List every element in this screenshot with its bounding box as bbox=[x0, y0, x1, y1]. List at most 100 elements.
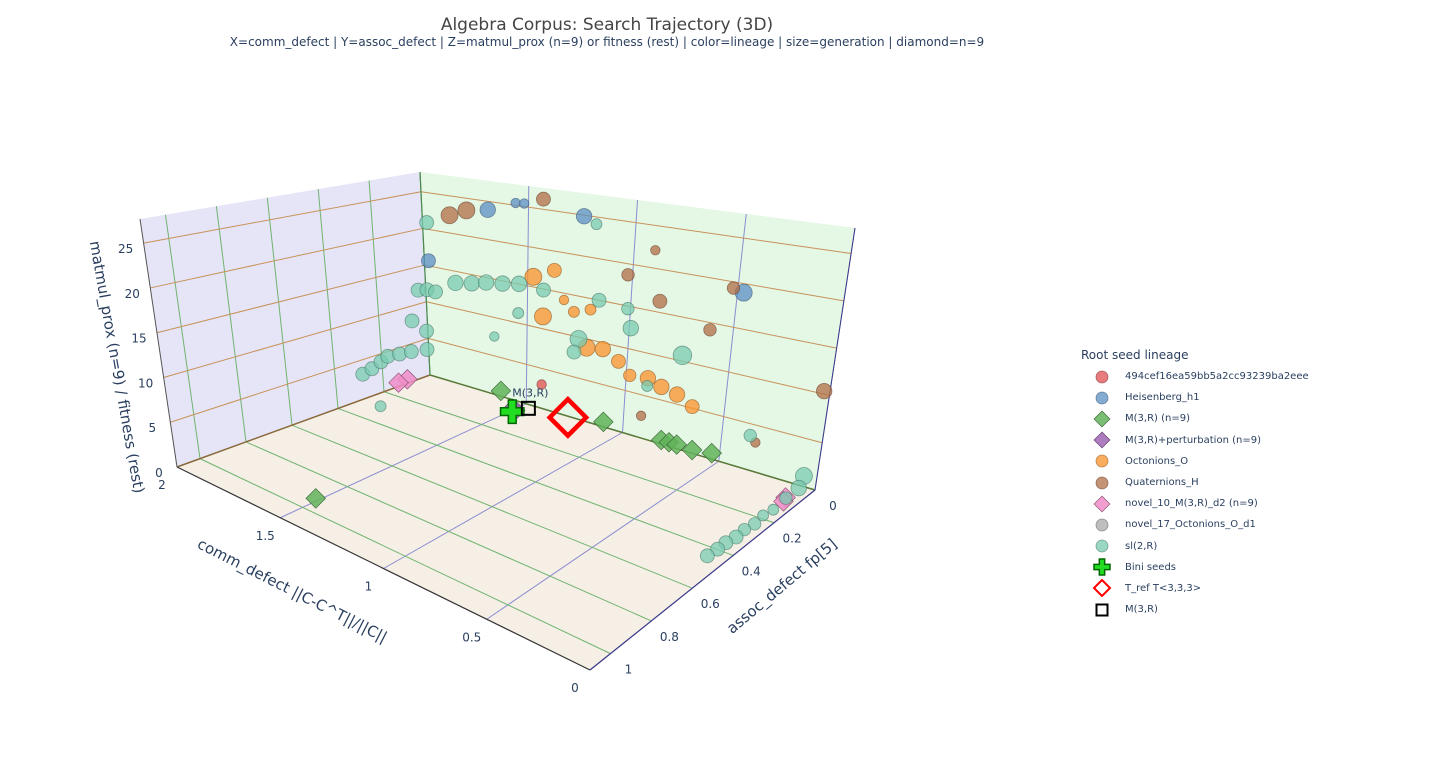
series-sl-2-r- bbox=[355, 215, 813, 564]
scatter3d-plot[interactable]: 00.511.5200.20.40.60.810510152025comm_de… bbox=[0, 0, 1060, 767]
z-gridline bbox=[156, 264, 425, 334]
data-point bbox=[591, 292, 607, 308]
y-axis-line bbox=[589, 489, 816, 671]
legend-item[interactable]: Bini seeds bbox=[1081, 557, 1309, 578]
data-point bbox=[534, 307, 552, 326]
x-gridline bbox=[383, 432, 623, 569]
data-point bbox=[622, 320, 639, 337]
legend-label: M(3,R) bbox=[1125, 604, 1158, 616]
data-point bbox=[566, 344, 582, 360]
data-point bbox=[499, 399, 525, 425]
series-494cef16ea59bb5a2cc93239ba2eee bbox=[536, 379, 547, 390]
z-gridline bbox=[426, 301, 830, 396]
data-point bbox=[779, 491, 793, 505]
data-point bbox=[681, 439, 703, 461]
data-point bbox=[428, 284, 443, 300]
data-point bbox=[757, 509, 769, 522]
series-quaternions-h bbox=[440, 191, 833, 448]
data-point bbox=[623, 368, 637, 383]
diamond-marker-icon bbox=[1093, 410, 1111, 428]
z-gridline bbox=[150, 227, 423, 289]
z-tick-label: 20 bbox=[125, 287, 140, 301]
legend-label: novel_10_M(3,R)_d2 (n=9) bbox=[1125, 498, 1258, 510]
series-octonions-o bbox=[524, 262, 700, 415]
x-gridline bbox=[718, 213, 747, 462]
data-point bbox=[584, 303, 597, 316]
right-edge bbox=[814, 227, 856, 491]
circle-marker-icon bbox=[1095, 454, 1109, 468]
data-point bbox=[790, 479, 807, 497]
data-point bbox=[536, 282, 551, 298]
y-gridline bbox=[383, 391, 775, 524]
chart-subtitle: X=comm_defect | Y=assoc_defect | Z=matmu… bbox=[229, 35, 985, 49]
data-point bbox=[524, 267, 543, 286]
data-point bbox=[726, 281, 741, 295]
data-point bbox=[419, 215, 435, 230]
z-gridline bbox=[422, 227, 844, 302]
data-point bbox=[594, 340, 611, 358]
z-axis-title: matmul_prox (n=9) / fitness (rest) bbox=[85, 239, 148, 494]
y-gridline bbox=[199, 458, 611, 655]
data-point bbox=[403, 344, 419, 359]
legend-label: novel_17_Octonions_O_d1 bbox=[1125, 519, 1256, 531]
legend-item[interactable]: sl(2,R) bbox=[1081, 536, 1309, 557]
x-axis-line bbox=[176, 466, 591, 671]
z-gridline bbox=[143, 191, 422, 244]
data-point bbox=[520, 400, 536, 416]
legend-marker bbox=[1093, 495, 1111, 513]
data-point bbox=[699, 548, 715, 564]
data-point bbox=[621, 268, 635, 282]
legend-item[interactable]: M(3,R) (n=9) bbox=[1081, 408, 1309, 429]
data-point bbox=[374, 400, 387, 413]
legend-item[interactable]: M(3,R) bbox=[1081, 599, 1309, 620]
data-point bbox=[710, 541, 726, 557]
data-point bbox=[536, 191, 551, 207]
data-point bbox=[440, 206, 459, 225]
data-point bbox=[404, 313, 420, 329]
data-point bbox=[575, 208, 593, 225]
back-edge bbox=[419, 171, 431, 376]
legend-label: M(3,R) (n=9) bbox=[1125, 413, 1190, 425]
legend-marker bbox=[1095, 476, 1109, 489]
y-tick-label: 0.8 bbox=[660, 630, 679, 644]
diamond-marker-icon bbox=[1093, 495, 1111, 513]
data-point bbox=[419, 342, 435, 357]
x-wall-base bbox=[176, 374, 431, 468]
legend-item[interactable]: Quaternions_H bbox=[1081, 472, 1309, 493]
legend-marker bbox=[1093, 558, 1111, 577]
legend-label: Quaternions_H bbox=[1125, 477, 1199, 489]
data-point bbox=[489, 331, 500, 342]
data-point bbox=[305, 488, 327, 509]
data-point bbox=[567, 305, 580, 318]
data-point bbox=[510, 197, 521, 209]
legend-item[interactable]: T_ref T<3,3,3> bbox=[1081, 578, 1309, 599]
data-point bbox=[536, 379, 547, 390]
x-gridline bbox=[622, 199, 638, 433]
legend-item[interactable]: novel_10_M(3,R)_d2 (n=9) bbox=[1081, 493, 1309, 514]
data-point bbox=[666, 434, 687, 455]
z-axis-line bbox=[139, 218, 178, 468]
y-tick-label: 1 bbox=[625, 663, 633, 677]
legend-label: sl(2,R) bbox=[1125, 540, 1158, 552]
legend-title: Root seed lineage bbox=[1081, 348, 1189, 362]
z-gridline bbox=[420, 191, 852, 255]
legend-marker bbox=[1095, 518, 1109, 532]
data-point bbox=[558, 294, 570, 306]
x-tick-label: 0.5 bbox=[462, 630, 481, 644]
legend-item[interactable]: M(3,R)+perturbation (n=9) bbox=[1081, 430, 1309, 451]
data-point bbox=[510, 275, 528, 292]
circle-marker-icon bbox=[1095, 476, 1109, 489]
data-point bbox=[611, 353, 626, 369]
data-point bbox=[743, 428, 757, 443]
legend-item[interactable]: 494cef16ea59bb5a2cc93239ba2eee bbox=[1081, 366, 1309, 387]
legend-item[interactable]: Heisenberg_h1 bbox=[1081, 387, 1309, 408]
legend-marker bbox=[1095, 454, 1109, 468]
cross-marker-icon bbox=[1093, 558, 1111, 577]
square-open-marker-icon bbox=[1095, 603, 1109, 617]
legend-item[interactable]: novel_17_Octonions_O_d1 bbox=[1081, 514, 1309, 535]
legend-item[interactable]: Octonions_O bbox=[1081, 451, 1309, 472]
y-gridline bbox=[245, 441, 652, 622]
legend-label: Bini seeds bbox=[1125, 561, 1177, 573]
legend-label: T_ref T<3,3,3> bbox=[1125, 582, 1202, 594]
circle-marker-icon bbox=[1095, 518, 1109, 532]
